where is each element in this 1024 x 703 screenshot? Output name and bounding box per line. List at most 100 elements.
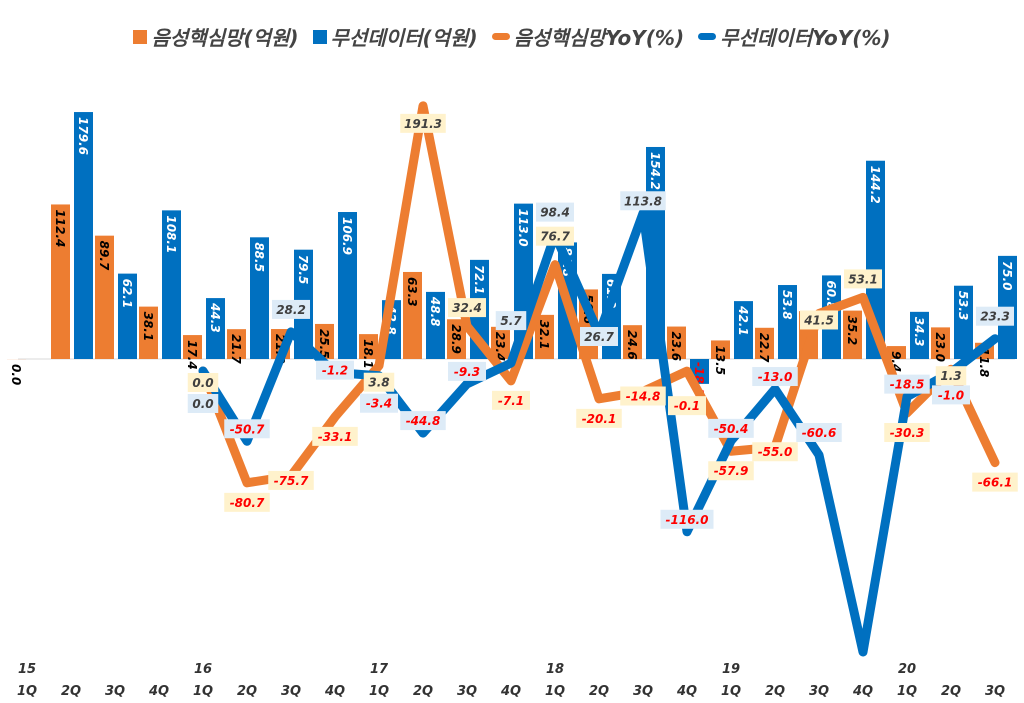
legend-label: 무선데이터(억원)	[330, 26, 478, 50]
x-quarter-label: 1Q	[193, 684, 213, 699]
voice-yoy-label: -66.1	[978, 476, 1013, 490]
voice-yoy-label: -0.1	[674, 399, 700, 413]
voice-yoy-label: 1.3	[940, 369, 961, 383]
x-quarter-label: 2Q	[61, 684, 81, 699]
legend-item-voice-yoy: 음성핵심망YoY(%)	[491, 22, 685, 51]
data-yoy-label-bg	[448, 361, 486, 381]
x-quarter-label: 1Q	[369, 684, 389, 699]
x-quarter-label: 2Q	[237, 684, 257, 699]
data-bar-label: 44.3	[208, 302, 222, 333]
blue-square-icon	[312, 29, 327, 44]
voice-bar-label: 17.4	[185, 340, 199, 370]
data-yoy-label-group: -50.7	[224, 419, 270, 439]
voice-yoy-label-group: 76.7	[536, 226, 574, 246]
data-yoy-label-group: -116.0	[660, 509, 714, 529]
voice-bar-label: 13.5	[713, 345, 727, 375]
data-yoy-label-group: -50.4	[708, 418, 754, 438]
voice-yoy-label: -75.7	[274, 474, 309, 488]
data-yoy-label: -1.2	[322, 364, 348, 378]
voice-yoy-label-group: 191.3	[400, 113, 446, 133]
voice-bar-label: 28.9	[449, 324, 463, 354]
voice-yoy-label: -80.7	[230, 496, 265, 510]
voice-yoy-label-bg	[800, 310, 838, 330]
voice-yoy-label: 3.8	[368, 376, 389, 390]
data-bar-label: 60.8	[824, 280, 838, 310]
x-year-label: 17	[370, 662, 389, 677]
voice-yoy-label-bg	[844, 269, 882, 289]
data-yoy-label-group: 113.8	[620, 191, 666, 211]
data-bar-label: 179.6	[76, 117, 90, 155]
voice-bar	[359, 334, 378, 359]
x-quarter-label: 3Q	[809, 684, 829, 699]
voice-yoy-label-bg	[708, 461, 754, 481]
data-yoy-label: -60.6	[802, 426, 837, 440]
voice-yoy-line	[198, 101, 1000, 488]
x-year-label: 20	[898, 662, 916, 677]
x-quarter-label: 3Q	[105, 684, 125, 699]
x-year-label: 18	[546, 662, 564, 677]
data-yoy-label-group: -60.6	[796, 422, 842, 442]
voice-yoy-label-group: 32.4	[448, 298, 486, 318]
voice-yoy-label: -20.1	[582, 412, 617, 426]
voice-yoy-label-bg	[536, 226, 574, 246]
voice-yoy-label: -33.1	[318, 430, 353, 444]
voice-bar	[535, 314, 554, 359]
legend-label: 음성핵심망YoY(%)	[513, 26, 685, 50]
data-yoy-label: -13.0	[758, 370, 793, 384]
x-quarter-label: 3Q	[633, 684, 653, 699]
data-bar-label: 53.3	[956, 291, 970, 321]
data-yoy-label: -44.8	[406, 414, 441, 428]
voice-yoy-label-bg	[187, 373, 219, 392]
legend-item-data-yoy: 무선데이터YoY(%)	[698, 22, 891, 51]
voice-yoy-label-group: -30.3	[884, 422, 930, 442]
data-yoy-label: 113.8	[624, 194, 662, 208]
x-year-label: 19	[722, 662, 740, 677]
voice-bar	[447, 319, 466, 359]
data-bar-label: 144.2	[868, 166, 882, 204]
data-bar-label: 108.1	[164, 215, 178, 253]
data-bar	[118, 273, 137, 359]
data-yoy-label-group: -9.3	[448, 361, 486, 381]
data-bar-label: 113.0	[516, 209, 530, 247]
voice-bar-label: 32.1	[537, 320, 551, 350]
data-bar-label: 62.1	[120, 279, 134, 309]
voice-bar-label: 23.0	[933, 332, 947, 362]
x-quarter-label: 4Q	[324, 684, 345, 699]
data-yoy-label-bg	[360, 393, 398, 413]
voice-bar-label: 24.6	[625, 330, 639, 360]
data-yoy-label: 28.2	[276, 303, 306, 317]
voice-yoy-label-group: 1.3	[935, 366, 967, 386]
data-yoy-label-bg	[932, 385, 970, 405]
x-quarter-label: 4Q	[676, 684, 697, 699]
data-yoy-label-group: -3.4	[360, 393, 398, 413]
data-yoy-label-bg	[796, 422, 842, 442]
data-bar-label: 53.8	[780, 290, 794, 320]
orange-square-icon	[133, 29, 148, 44]
voice-yoy-label-group: 0.0	[187, 373, 219, 392]
voice-yoy-label-bg	[935, 366, 967, 386]
voice-yoy-label: -14.8	[626, 390, 661, 404]
data-yoy-label-bg	[316, 360, 354, 380]
x-quarter-label: 4Q	[500, 684, 521, 699]
data-bar	[162, 210, 181, 359]
data-bar-label: 106.9	[340, 217, 354, 255]
voice-yoy-label-group: -7.1	[492, 390, 530, 410]
data-bar	[426, 291, 445, 359]
voice-yoy-label: 53.1	[848, 272, 878, 286]
data-yoy-label: -18.5	[890, 378, 925, 392]
legend-item-voice-bar: 음성핵심망(억원)	[133, 22, 299, 51]
data-yoy-label-group: -1.2	[316, 360, 354, 380]
data-yoy-label: 98.4	[540, 206, 570, 220]
legend-label: 무선데이터YoY(%)	[720, 26, 891, 50]
data-bar	[74, 112, 93, 359]
x-quarter-label: 3Q	[985, 684, 1005, 699]
voice-bar	[403, 271, 422, 359]
data-yoy-label-group: 0.0	[187, 394, 219, 413]
voice-bar-label: 63.3	[405, 277, 419, 307]
voice-bar	[51, 204, 70, 359]
voice-yoy-label-bg	[268, 470, 314, 490]
voice-yoy-label-bg	[363, 372, 395, 392]
voice-yoy-label-bg	[620, 386, 666, 406]
data-bar	[250, 237, 269, 359]
voice-yoy-label-group: -57.9	[708, 461, 754, 481]
